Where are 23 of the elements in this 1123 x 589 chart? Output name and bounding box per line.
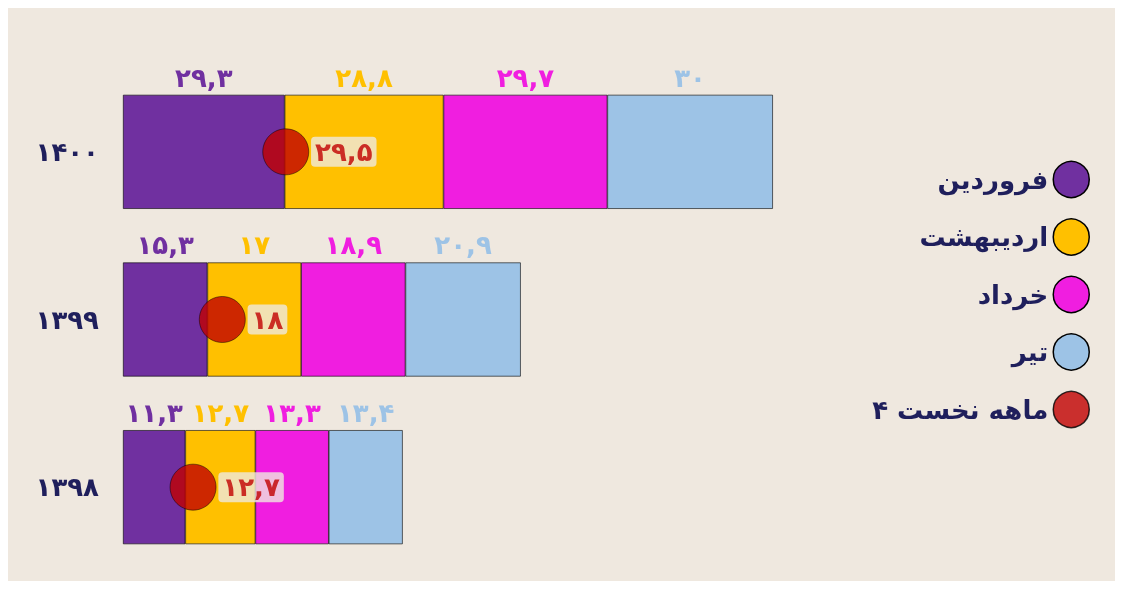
data-label: ۱۵,۳ xyxy=(136,230,195,261)
data-label: ۲۹,۷ xyxy=(496,62,555,93)
legend-label: خرداد xyxy=(977,279,1049,311)
legend-label: تیر xyxy=(1009,337,1049,368)
data-label: ۱۷ xyxy=(238,230,271,261)
y-tick-label: ۱۳۹۹ xyxy=(35,304,100,335)
legend-label: اردیبهشت xyxy=(919,222,1049,253)
legend-label: فروردین xyxy=(937,164,1049,196)
data-label: ۱۸ xyxy=(251,304,284,335)
data-label: ۱۲,۷ xyxy=(191,398,250,429)
data-label: ۱۲,۷ xyxy=(222,472,280,503)
data-label: ۲۹,۵ xyxy=(315,136,373,167)
legend-label: ۴ ماهه نخست xyxy=(872,394,1049,425)
y-tick-label: ۱۴۰۰ xyxy=(35,136,99,167)
data-label: ۲۹,۳ xyxy=(175,62,233,93)
data-label: ۱۱,۳ xyxy=(125,398,184,429)
data-label: ۲۸,۸ xyxy=(335,62,393,93)
y-tick-label: ۱۳۹۸ xyxy=(35,472,100,503)
data-label: ۳۰ xyxy=(674,62,706,93)
data-label: ۱۸,۹ xyxy=(324,230,383,261)
data-label: ۲۰,۹ xyxy=(434,230,492,261)
data-label: ۱۳,۳ xyxy=(263,398,321,429)
data-label: ۱۳,۴ xyxy=(336,398,395,429)
